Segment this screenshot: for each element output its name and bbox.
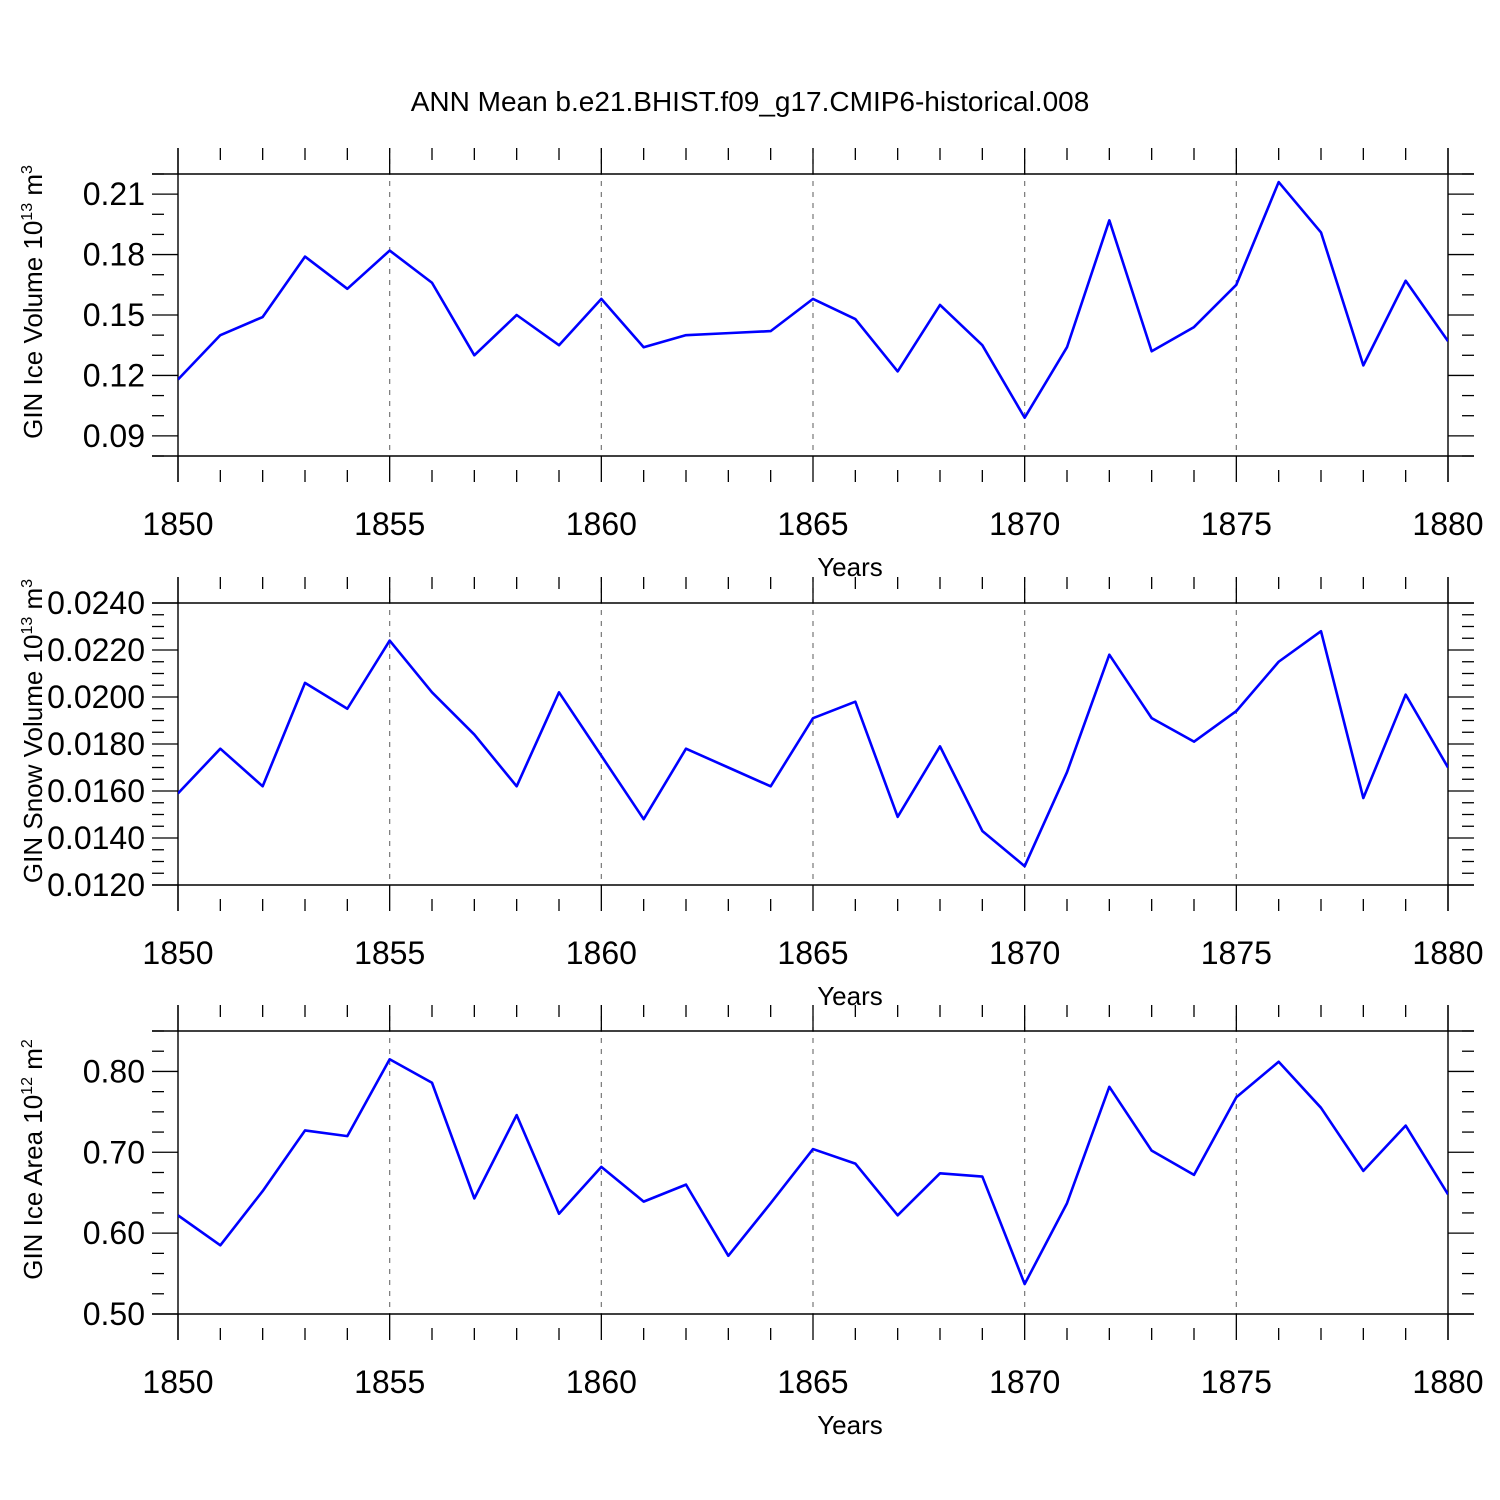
y-tick-label: 0.12 — [83, 357, 145, 393]
x-tick-label: 1870 — [989, 1364, 1060, 1400]
x-tick-label: 1860 — [566, 506, 637, 542]
series-line — [178, 1058, 1448, 1286]
x-tick-label: 1875 — [1201, 506, 1272, 542]
panels-container: 0.09 0.12 0.15 0.18 0.21 1850 1855 1860 1865 1870… — [18, 148, 1484, 1440]
series-line — [178, 629, 1448, 868]
y-tick-label: 0.0140 — [47, 820, 145, 856]
x-tick-label: 1870 — [989, 506, 1060, 542]
panel-3: 0.50 0.60 0.70 0.80 1850 1855 1860 1865 1870 1875… — [18, 1005, 1484, 1440]
x-tick-label: 1880 — [1412, 506, 1483, 542]
y-tick-label: 0.0220 — [47, 632, 145, 668]
y-tick-label: 0.0120 — [47, 867, 145, 903]
panel-2: 0.0120 0.0140 0.0160 0.0180 0.0200 0.0220 0.02… — [18, 577, 1484, 1011]
x-tick-label: 1860 — [566, 935, 637, 971]
x-tick-label: 1855 — [354, 935, 425, 971]
x-tick-label: 1875 — [1201, 935, 1272, 971]
y-tick-label: 0.18 — [83, 237, 145, 273]
y-axis-label: GIN Snow Volume 1013 m3 — [18, 579, 48, 883]
y-tick-label: 0.09 — [83, 418, 145, 454]
y-tick-label: 0.80 — [83, 1053, 145, 1089]
y-tick-label: 0.0240 — [47, 585, 145, 621]
x-tick-label: 1850 — [142, 506, 213, 542]
x-tick-label: 1880 — [1412, 1364, 1483, 1400]
y-tick-label: 0.60 — [83, 1215, 145, 1251]
y-tick-label: 0.15 — [83, 297, 145, 333]
y-tick-label: 0.0160 — [47, 773, 145, 809]
y-tick-label: 0.0200 — [47, 679, 145, 715]
y-tick-label: 0.70 — [83, 1134, 145, 1170]
x-axis-label: Years — [817, 981, 883, 1011]
x-tick-label: 1875 — [1201, 1364, 1272, 1400]
panel-1: 0.09 0.12 0.15 0.18 0.21 1850 1855 1860 1865 1870… — [18, 148, 1484, 582]
y-axis-label: GIN Ice Volume 1013 m3 — [18, 165, 48, 439]
series-line — [178, 180, 1448, 420]
y-tick-label: 0.0180 — [47, 726, 145, 762]
y-tick-label: 0.21 — [83, 176, 145, 212]
x-tick-label: 1865 — [777, 1364, 848, 1400]
x-tick-label: 1850 — [142, 1364, 213, 1400]
x-tick-label: 1850 — [142, 935, 213, 971]
x-tick-label: 1865 — [777, 935, 848, 971]
x-tick-label: 1855 — [354, 506, 425, 542]
x-axis-label: Years — [817, 552, 883, 582]
x-tick-label: 1870 — [989, 935, 1060, 971]
x-axis-label: Years — [817, 1410, 883, 1440]
y-tick-label: 0.50 — [83, 1296, 145, 1332]
x-tick-label: 1860 — [566, 1364, 637, 1400]
figure-title: ANN Mean b.e21.BHIST.f09_g17.CMIP6-histo… — [411, 86, 1090, 117]
x-tick-label: 1865 — [777, 506, 848, 542]
x-tick-label: 1855 — [354, 1364, 425, 1400]
x-tick-label: 1880 — [1412, 935, 1483, 971]
y-axis-label: GIN Ice Area 1012 m2 — [18, 1039, 48, 1280]
